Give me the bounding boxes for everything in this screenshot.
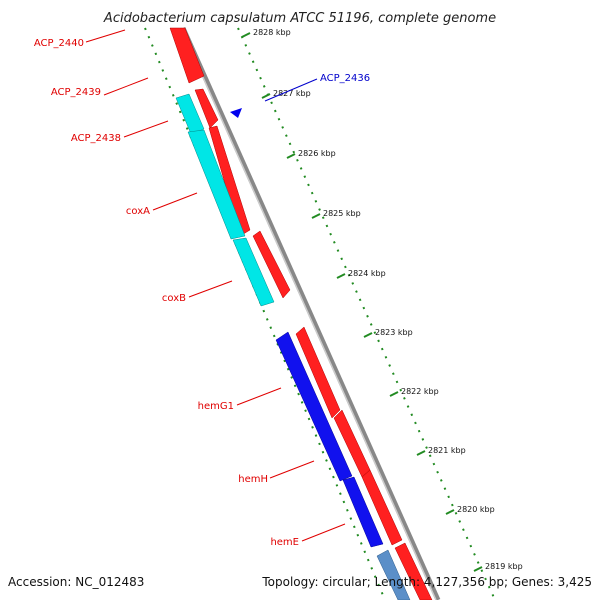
gene-coxA[interactable] — [187, 129, 246, 240]
tick-label: 2825 kbp — [323, 209, 361, 218]
gene-label[interactable]: coxB — [162, 293, 186, 304]
tick-mark — [389, 391, 399, 397]
gene-hemE-fwd[interactable] — [361, 469, 403, 546]
label-leader-line — [264, 78, 318, 102]
gene-label[interactable]: ACP_2436 — [320, 73, 370, 84]
gene-hemG1[interactable] — [275, 331, 353, 482]
backbone — [180, 26, 441, 600]
tick-mark — [363, 332, 373, 338]
tick-label: 2824 kbp — [348, 269, 386, 278]
label-leader-line — [188, 280, 233, 298]
reverse-genes — [175, 93, 411, 600]
map-title: Acidobacterium capsulatum ATCC 51196, co… — [103, 11, 496, 26]
gene-next-fwd[interactable] — [394, 542, 433, 600]
gene-label[interactable]: hemE — [270, 537, 299, 548]
gene-acp2440[interactable] — [169, 27, 205, 84]
accession-text: Accession: NC_012483 — [8, 575, 144, 589]
gene-coxA-fwd[interactable] — [252, 230, 291, 299]
gene-acp2438-rev[interactable] — [175, 93, 205, 135]
tick-mark — [416, 450, 426, 456]
gene-label[interactable]: ACP_2439 — [51, 87, 101, 98]
tick-label: 2820 kbp — [457, 505, 495, 514]
gene-label[interactable]: ACP_2438 — [71, 133, 121, 144]
tick-mark — [445, 509, 455, 515]
gene-hemH[interactable] — [342, 476, 384, 548]
gene-hemG1-fwd[interactable] — [295, 326, 341, 419]
outer-ruler — [237, 27, 496, 600]
gene-label-group: ACP_2440 ACP_2439 ACP_2438 coxA coxB hemG1 hem… — [34, 29, 370, 548]
tick-label: 2819 kbp — [485, 562, 523, 571]
gene-label[interactable]: hemH — [238, 474, 268, 485]
genome-summary-text: Topology: circular; Length: 4,127,356 bp… — [261, 575, 592, 589]
label-leader-line — [152, 192, 198, 211]
gene-acp2439[interactable] — [194, 88, 219, 129]
inner-ruler — [144, 27, 386, 600]
tick-mark — [311, 213, 321, 219]
tick-mark — [336, 273, 346, 279]
tick-mark — [473, 566, 483, 572]
label-leader-line — [236, 387, 282, 406]
gene-label[interactable]: coxA — [126, 206, 150, 217]
tick-mark — [286, 153, 296, 159]
tick-mark — [261, 93, 271, 99]
tick-group: 2828 kbp 2827 kbp 2826 kbp 2825 kbp 2824 kbp… — [241, 28, 523, 572]
gene-coxB[interactable] — [232, 237, 275, 307]
tick-label: 2823 kbp — [375, 328, 413, 337]
label-leader-line — [103, 77, 149, 96]
gene-label[interactable]: hemG1 — [198, 401, 234, 412]
tick-label: 2821 kbp — [428, 446, 466, 455]
tick-label: 2827 kbp — [273, 89, 311, 98]
label-leader-line — [85, 29, 126, 43]
gene-label[interactable]: ACP_2440 — [34, 38, 84, 49]
label-leader-line — [123, 120, 169, 138]
tick-mark — [241, 32, 251, 38]
tick-label: 2826 kbp — [298, 149, 336, 158]
tick-label: 2822 kbp — [401, 387, 439, 396]
forward-genes — [169, 27, 433, 600]
label-leader-line — [269, 460, 315, 479]
tick-label: 2828 kbp — [253, 28, 291, 37]
backbone-highlight — [180, 27, 437, 600]
label-leader-line — [301, 523, 346, 542]
acp2436-marker[interactable] — [230, 108, 242, 118]
gene-hemE-rev[interactable] — [376, 549, 411, 600]
